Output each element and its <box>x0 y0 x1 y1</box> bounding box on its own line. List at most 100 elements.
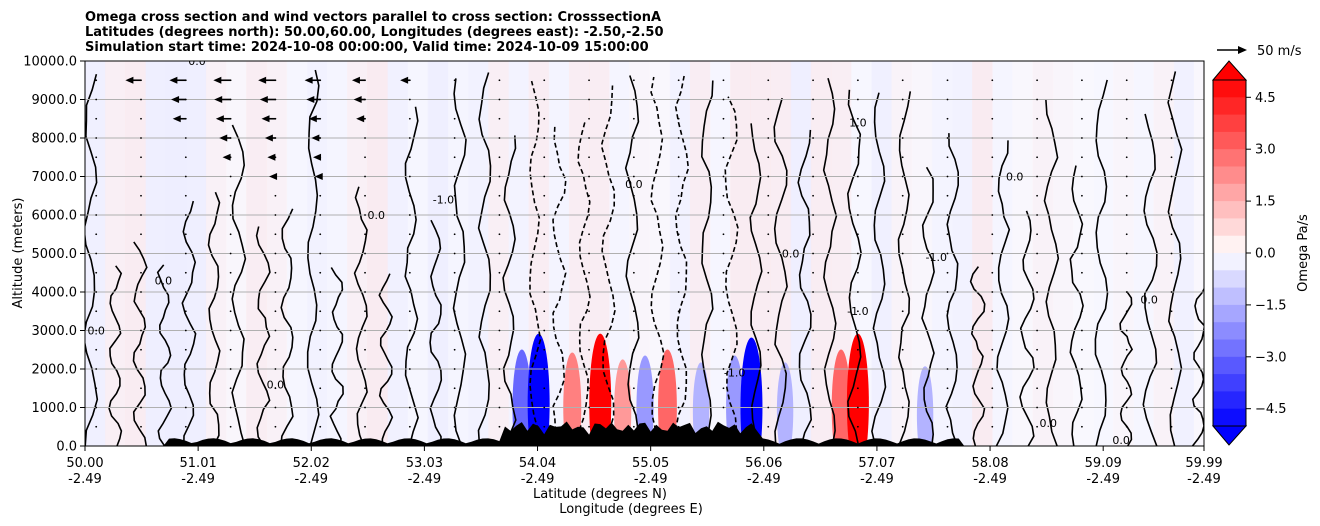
wind-vector-point <box>1081 387 1083 390</box>
wind-vector-point <box>856 156 859 159</box>
colorbar-tick-label: −4.5 <box>1255 402 1287 417</box>
wind-vector-point <box>274 214 277 216</box>
wind-vector-point <box>95 194 98 197</box>
wind-vector-point <box>364 194 366 197</box>
x-tick-label-lat: 53.03 <box>406 456 443 471</box>
wind-vector-point <box>767 387 770 390</box>
colorbar-tick-label: 0.0 <box>1255 247 1276 262</box>
x-tick-label-lon: -2.49 <box>1086 472 1120 487</box>
contour-line <box>502 135 517 446</box>
omega-region <box>589 333 612 446</box>
contour-line <box>921 166 935 446</box>
wind-vector-point <box>95 348 98 351</box>
contour-line <box>353 186 368 446</box>
title-line-2: Latitudes (degrees north): 50.00,60.00, … <box>85 25 664 40</box>
wind-vector-point <box>140 252 142 255</box>
contour-line <box>724 96 739 446</box>
chart-title: Omega cross section and wind vectors par… <box>85 10 664 55</box>
wind-vector-point <box>543 137 546 139</box>
wind-vector-head <box>304 76 313 84</box>
x-tick-label-lat: 54.04 <box>519 456 556 471</box>
colorbar-step <box>1213 253 1246 271</box>
wind-vector-point <box>1125 233 1128 236</box>
wind-vector-point <box>274 329 277 332</box>
wind-vector-point <box>140 214 142 216</box>
wind-vector-head <box>306 96 315 103</box>
y-tick-label: 8000.0 <box>32 132 78 147</box>
wind-vector-point <box>856 175 859 178</box>
wind-vector-point <box>229 271 232 274</box>
wind-vector-point <box>95 79 98 82</box>
contour-line <box>822 77 838 446</box>
x-tick-label-lon: -2.49 <box>1187 472 1221 487</box>
contour-line <box>452 78 467 446</box>
wind-vector-point <box>184 387 187 390</box>
wind-vector-point <box>901 329 904 332</box>
wind-vector-point <box>453 368 456 370</box>
wind-vector-point <box>632 406 635 409</box>
wind-vector-point <box>453 156 456 159</box>
wind-vector-point <box>677 252 680 255</box>
wind-vector-point <box>901 310 904 313</box>
omega-region <box>846 333 869 446</box>
wind-vector-point <box>946 194 949 197</box>
wind-vector-point <box>184 348 187 351</box>
wind-vector-point <box>1081 194 1083 197</box>
wind-vector-point <box>1170 252 1173 255</box>
contour-line <box>529 80 542 446</box>
contour-label: 0.0 <box>1006 170 1024 183</box>
wind-vector-point <box>1170 271 1173 274</box>
wind-vector-point <box>184 137 187 139</box>
omega-region <box>692 362 710 446</box>
wind-vector-head <box>171 96 180 103</box>
wind-vector-point <box>901 79 904 82</box>
wind-vector-point <box>856 214 859 216</box>
wind-vector-point <box>722 329 725 332</box>
wind-vector-point <box>722 271 725 274</box>
wind-vector-point <box>946 387 949 390</box>
contour-line <box>773 97 788 446</box>
wind-vector-point <box>543 252 546 255</box>
contour-line <box>108 265 123 446</box>
x-tick-label-lat: 50.00 <box>66 456 103 471</box>
wind-vector-point <box>1125 137 1128 139</box>
wind-vector-point <box>364 425 366 428</box>
colorbar-step <box>1213 80 1246 98</box>
wind-vector-point <box>1036 175 1039 178</box>
wind-vector-point <box>453 310 456 313</box>
wind-vectors <box>95 76 1173 428</box>
wind-vector-point <box>364 329 366 332</box>
wind-vector-point <box>991 348 994 351</box>
wind-vector-point <box>991 233 994 236</box>
wind-vector-point <box>543 368 546 370</box>
wind-vector-point <box>140 233 142 236</box>
wind-vector-point <box>453 271 456 274</box>
wind-vector-point <box>991 271 994 274</box>
wind-vector-point <box>408 175 411 178</box>
wind-vector-point <box>140 271 142 274</box>
wind-vector-point <box>453 194 456 197</box>
wind-vector-point <box>991 406 994 409</box>
wind-vector-point <box>1036 368 1039 370</box>
wind-vector-point <box>632 425 635 428</box>
wind-vector-point <box>767 291 770 293</box>
wind-vector-point <box>588 252 590 255</box>
colorbar-step <box>1213 356 1246 375</box>
wind-vector-point <box>991 137 994 139</box>
wind-vector-point <box>364 368 366 370</box>
wind-vector-point <box>498 425 501 428</box>
colorbar-step <box>1213 391 1246 409</box>
terrain-profile <box>85 421 1204 446</box>
wind-vector-head <box>267 153 276 161</box>
wind-vector-point <box>543 98 546 101</box>
contour-line <box>945 133 959 446</box>
contour-labels: 0.0 -1.0 0.0 0.0 1.0 -1.0 -1.0 0.0 0.0 0.0 0.0 0.0 0… <box>87 61 1157 446</box>
wind-vector-point <box>767 233 770 236</box>
wind-vector-head <box>351 76 360 84</box>
colorbar: 4.5 3.0 1.5 0.0 −1.5 −3.0 −4.5 Omega Pa/s <box>1211 60 1311 446</box>
wind-vector-point <box>991 329 994 332</box>
wind-vector-point <box>767 406 770 409</box>
colorbar-ticks: 4.5 3.0 1.5 0.0 −1.5 −3.0 −4.5 <box>1246 91 1287 417</box>
contour-label: 0.0 <box>782 247 800 260</box>
wind-vector-head <box>219 134 228 142</box>
